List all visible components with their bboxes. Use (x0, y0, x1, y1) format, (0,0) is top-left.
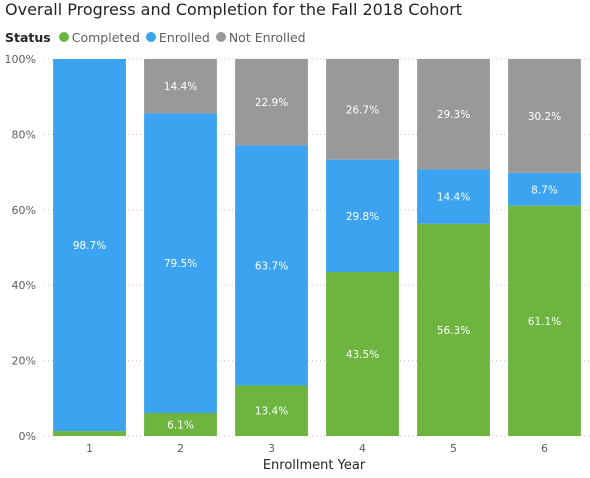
bar-segment-completed[interactable] (508, 205, 581, 436)
data-label: 6.1% (167, 420, 194, 432)
x-tick-label: 1 (86, 442, 93, 455)
bar-segment-completed[interactable] (235, 385, 308, 436)
x-tick-label: 5 (450, 442, 457, 455)
legend-dot-completed (58, 32, 69, 42)
y-tick-label: 100% (5, 53, 36, 66)
x-tick-label: 4 (359, 442, 366, 455)
x-axis-ticks: 1 2 3 4 5 6 (86, 442, 548, 455)
legend-label-enrolled: Enrolled (158, 29, 210, 45)
x-tick-label: 3 (268, 442, 275, 455)
data-label: 14.4% (164, 81, 197, 93)
legend-title: Status (5, 29, 51, 45)
bar-segment-completed[interactable] (326, 272, 399, 436)
legend-dot-enrolled (145, 32, 156, 42)
data-label: 63.7% (255, 260, 288, 272)
bars: 98.7% 6.1% 79.5% 14.4% 13.4% 63.7% 22.9% 43.5% 2… (53, 59, 581, 436)
y-tick-label: 60% (12, 204, 36, 217)
legend-item-completed[interactable]: Completed (58, 29, 140, 45)
data-label: 61.1% (528, 316, 561, 328)
data-label: 56.3% (437, 325, 470, 337)
bar-segment-enrolled[interactable] (235, 145, 308, 386)
bar-segment-completed[interactable] (144, 413, 217, 436)
y-tick-label: 40% (12, 279, 36, 292)
bar-segment-enrolled[interactable] (144, 113, 217, 414)
data-label: 30.2% (528, 111, 561, 123)
x-tick-label: 2 (177, 442, 184, 455)
bar-segment-not-enrolled[interactable] (417, 59, 490, 170)
x-tick-label: 6 (541, 442, 548, 455)
bar-segment-not-enrolled[interactable] (508, 59, 581, 173)
data-label: 29.3% (437, 109, 470, 121)
y-tick-label: 0% (19, 430, 36, 443)
data-label: 43.5% (346, 349, 379, 361)
y-axis-ticks: 0% 20% 40% 60% 80% 100% (5, 53, 36, 443)
gridlines (44, 58, 590, 437)
bar-segment-not-enrolled[interactable] (326, 59, 399, 160)
y-tick-label: 80% (12, 128, 36, 141)
bar-segment-enrolled[interactable] (508, 172, 581, 206)
data-label: 26.7% (346, 104, 379, 116)
data-label: 29.8% (346, 211, 379, 223)
y-tick-label: 20% (12, 355, 36, 368)
data-label: 14.4% (437, 192, 470, 204)
bar-segment-enrolled[interactable] (417, 169, 490, 224)
legend-label-not-enrolled: Not Enrolled (228, 29, 306, 45)
legend-item-not-enrolled[interactable]: Not Enrolled (215, 29, 306, 45)
legend: Status Completed Enrolled Not Enrolled (5, 28, 312, 46)
data-label: 13.4% (255, 406, 288, 418)
data-label: 79.5% (164, 258, 197, 270)
bar-segment-completed[interactable] (417, 223, 490, 436)
data-label: 22.9% (255, 97, 288, 109)
bar-segment-completed[interactable] (53, 431, 126, 436)
data-label: 98.7% (73, 240, 106, 252)
x-axis-title: Enrollment Year (263, 458, 366, 473)
legend-item-enrolled[interactable]: Enrolled (145, 29, 210, 45)
bar-segment-enrolled[interactable] (53, 59, 126, 432)
legend-label-completed: Completed (71, 29, 140, 45)
bar-segment-not-enrolled[interactable] (235, 59, 308, 146)
chart-title: Overall Progress and Completion for the … (5, 0, 463, 19)
data-label: 8.7% (531, 184, 558, 196)
bar-segment-not-enrolled[interactable] (144, 59, 217, 114)
bar-segment-enrolled[interactable] (326, 159, 399, 273)
legend-dot-not-enrolled (215, 32, 226, 42)
